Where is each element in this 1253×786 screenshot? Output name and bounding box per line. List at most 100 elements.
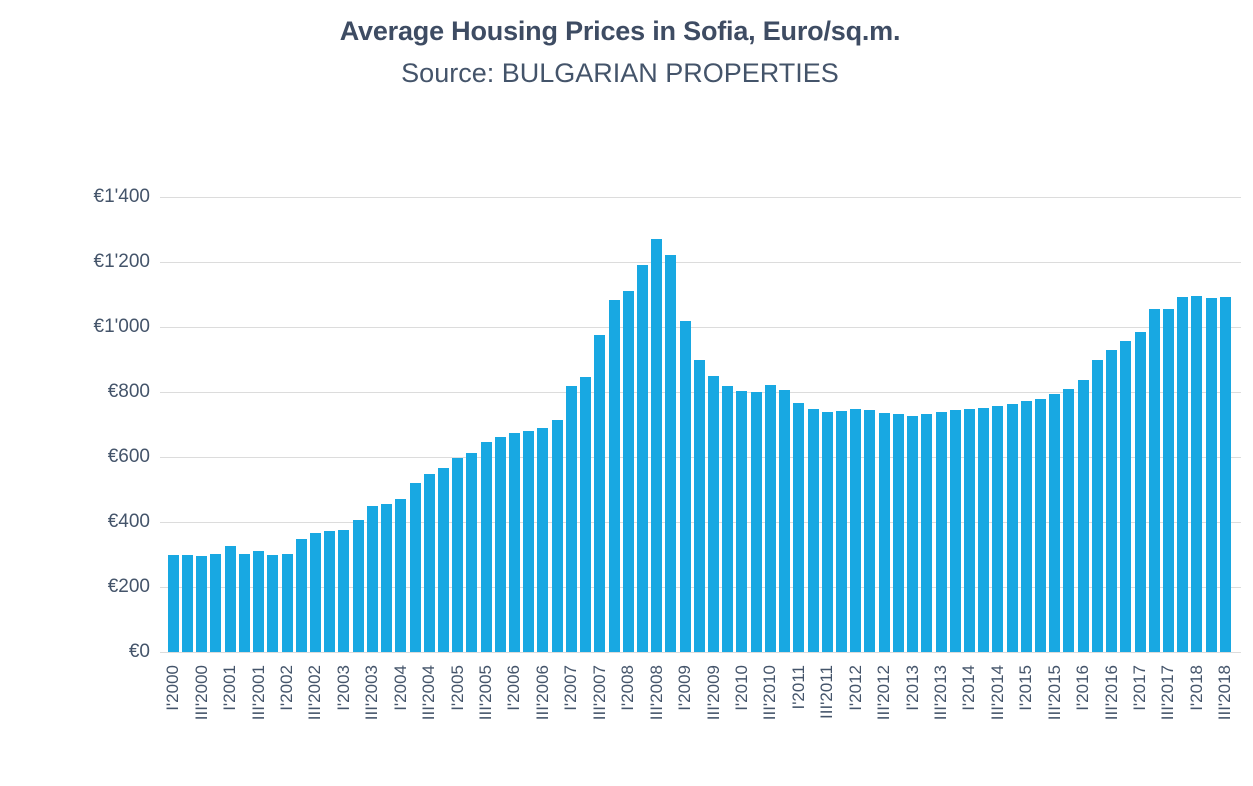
y-tick-label: €400 <box>107 511 150 532</box>
bar-I'2008 <box>622 291 634 652</box>
y-tick-label: €0 <box>128 641 150 662</box>
bar-III'2013 <box>935 412 947 652</box>
bar-I'2010 <box>736 390 748 652</box>
bar-I'2012 <box>850 408 862 652</box>
x-tick-label: I'2007 <box>561 665 580 711</box>
x-tick-label: I'2017 <box>1130 665 1149 711</box>
x-tick-label: III'2017 <box>1158 665 1177 721</box>
x-tick-label: I'2004 <box>391 665 410 711</box>
x-tick-label: I'2009 <box>675 665 694 711</box>
bar-III'2018 <box>1219 296 1231 652</box>
bar-III'2014 <box>992 406 1004 652</box>
x-tick-label: I'2016 <box>1073 665 1092 711</box>
bar-IV'2007 <box>608 300 620 652</box>
bar-I'2018 <box>1191 295 1203 652</box>
bar-IV'2016 <box>1120 340 1132 652</box>
bar-IV'2009 <box>722 385 734 652</box>
bar-I'2007 <box>565 386 577 652</box>
bar-IV'2017 <box>1177 297 1189 652</box>
bar-II'2003 <box>352 520 364 652</box>
bar-IV'2006 <box>551 419 563 652</box>
x-tick-label: III'2004 <box>419 665 438 721</box>
y-tick-label: €1'000 <box>93 316 150 337</box>
x-tick-label: III'2006 <box>533 665 552 721</box>
bar-I'2004 <box>395 499 407 652</box>
bar-II'2008 <box>636 265 648 652</box>
bar-I'2006 <box>509 432 520 652</box>
bar-II'2001 <box>238 553 250 652</box>
x-tick-label: I'2001 <box>220 665 239 711</box>
bar-I'2005 <box>452 458 464 652</box>
chart-title: Average Housing Prices in Sofia, Euro/sq… <box>339 16 901 46</box>
bar-II'2014 <box>978 408 990 652</box>
x-tick-label: III'2003 <box>362 665 381 721</box>
bar-I'2015 <box>1020 401 1032 652</box>
bar-II'2002 <box>295 538 307 652</box>
bar-II'2010 <box>750 392 762 652</box>
x-tick-label: I'2003 <box>334 665 353 711</box>
bar-III'2004 <box>423 473 435 652</box>
bar-III'2010 <box>764 384 776 652</box>
x-tick-label: III'2008 <box>647 665 666 721</box>
x-tick-label: I'2014 <box>959 665 978 711</box>
bar-III'2002 <box>310 533 321 652</box>
x-tick-label: I'2006 <box>504 665 523 711</box>
x-tick-label: I'2002 <box>277 665 296 711</box>
x-tick-label: I'2011 <box>789 665 808 710</box>
gridline <box>160 262 1241 263</box>
bar-IV'2003 <box>381 504 392 652</box>
x-tick-label: III'2002 <box>305 665 324 721</box>
gridline <box>160 197 1241 198</box>
bar-II'2007 <box>580 377 592 652</box>
x-tick-label: III'2012 <box>874 665 893 721</box>
bar-I'2002 <box>281 553 293 652</box>
bar-III'2012 <box>878 412 890 652</box>
bar-IV'2001 <box>267 554 279 652</box>
x-tick-label: III'2018 <box>1215 665 1234 721</box>
gridline <box>160 327 1241 328</box>
bar-I'2014 <box>963 408 975 652</box>
bar-III'2005 <box>480 442 492 652</box>
bar-I'2011 <box>793 403 805 652</box>
bar-II'2006 <box>523 431 535 652</box>
x-tick-label: III'2016 <box>1102 665 1121 721</box>
bar-II'2011 <box>807 408 819 652</box>
bar-II'2005 <box>466 453 478 652</box>
x-tick-label: III'2009 <box>704 665 723 721</box>
y-tick-label: €1'400 <box>93 186 150 207</box>
bar-I'2003 <box>338 529 350 652</box>
bar-IV'2005 <box>494 436 506 652</box>
x-tick-label: I'2008 <box>618 665 637 711</box>
bar-IV'2000 <box>210 553 222 652</box>
y-tick-label: €200 <box>107 576 150 597</box>
y-tick-label: €1'200 <box>93 251 150 272</box>
bar-IV'2002 <box>324 530 336 652</box>
bar-IV'2015 <box>1063 388 1075 652</box>
bar-III'2009 <box>708 376 719 652</box>
x-tick-label: I'2000 <box>163 665 182 711</box>
x-tick-label: I'2015 <box>1016 665 1035 711</box>
x-tick-label: I'2013 <box>903 665 922 711</box>
bar-II'2016 <box>1091 360 1103 652</box>
x-tick-label: I'2018 <box>1187 665 1206 711</box>
x-tick-label: III'2000 <box>192 665 211 721</box>
bar-III'2000 <box>196 555 208 652</box>
x-tick-label: I'2010 <box>732 665 751 711</box>
bar-I'2000 <box>167 554 179 652</box>
bar-III'2008 <box>651 238 663 652</box>
bar-III'2006 <box>537 427 549 652</box>
bar-III'2017 <box>1162 308 1174 652</box>
bar-I'2001 <box>224 545 236 652</box>
bar-II'2013 <box>921 414 933 652</box>
bar-II'2004 <box>409 483 421 652</box>
bar-I'2009 <box>679 320 691 652</box>
x-tick-label: III'2010 <box>760 665 779 721</box>
bar-IV'2004 <box>437 468 449 652</box>
bar-III'2003 <box>366 506 378 652</box>
x-tick-label: III'2007 <box>590 665 609 721</box>
x-tick-label: I'2005 <box>448 665 467 711</box>
bar-IV'2014 <box>1006 404 1018 652</box>
bar-II'2015 <box>1035 398 1046 652</box>
bar-III'2016 <box>1106 350 1118 652</box>
plot-area <box>160 197 1241 653</box>
